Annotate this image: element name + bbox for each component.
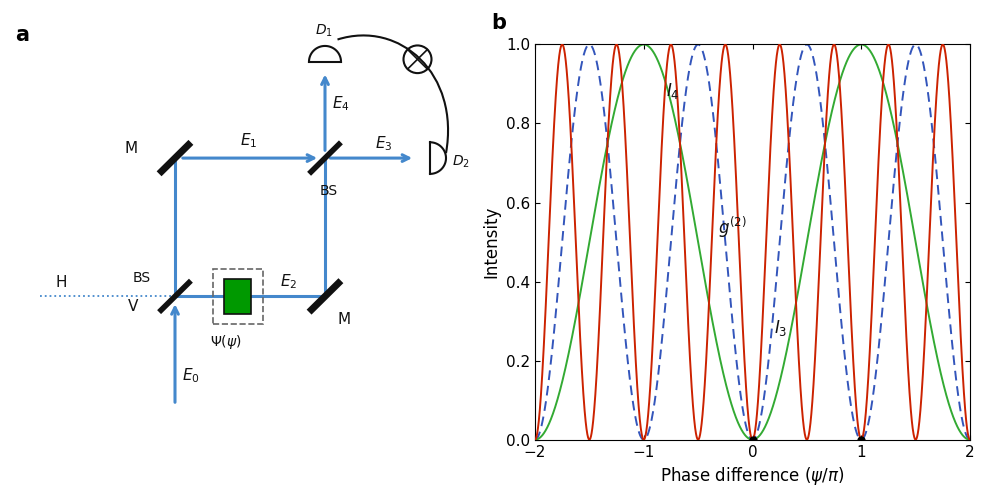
Bar	[224, 279, 251, 314]
Text: V: V	[128, 299, 138, 314]
Text: b: b	[492, 13, 507, 33]
Text: $g^{(2)}$: $g^{(2)}$	[718, 215, 746, 241]
Text: a: a	[15, 25, 29, 44]
Bar	[212, 269, 262, 324]
Text: $E_4$: $E_4$	[332, 95, 350, 114]
Text: $D_1$: $D_1$	[315, 23, 333, 39]
Text: H: H	[55, 275, 66, 289]
Text: M: M	[125, 141, 138, 156]
Text: $D_2$: $D_2$	[452, 154, 470, 170]
Text: $\Psi(\psi)$: $\Psi(\psi)$	[210, 333, 242, 351]
Text: $E_3$: $E_3$	[375, 134, 393, 153]
Text: $I_3$: $I_3$	[774, 318, 788, 338]
X-axis label: Phase difference ($\psi/\pi$): Phase difference ($\psi/\pi$)	[660, 465, 845, 487]
Text: $E_1$: $E_1$	[240, 132, 257, 151]
Text: $I_4$: $I_4$	[666, 81, 679, 101]
Text: $E_2$: $E_2$	[280, 273, 297, 291]
Text: $E_0$: $E_0$	[182, 367, 200, 385]
Text: BS: BS	[320, 184, 338, 198]
Y-axis label: Intensity: Intensity	[482, 206, 500, 278]
Text: M: M	[338, 312, 351, 327]
Text: BS: BS	[132, 271, 151, 285]
